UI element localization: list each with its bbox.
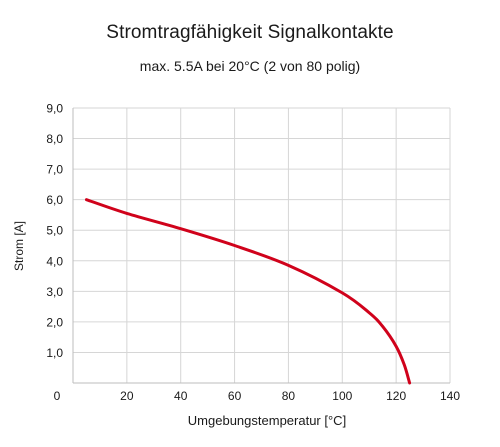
y-tick-label: 9,0 [46, 102, 63, 116]
series [84, 198, 412, 385]
x-axis-label: Umgebungstemperatur [°C] [188, 413, 346, 428]
y-tick-label: 7,0 [46, 163, 63, 177]
y-tick-label: 4,0 [46, 254, 63, 268]
chart-subtitle: max. 5.5A bei 20°C (2 von 80 polig) [139, 58, 361, 74]
y-tick-label: 2,0 [46, 315, 63, 329]
y-tick-label: 6,0 [46, 193, 63, 207]
y-tick-label: 8,0 [46, 132, 63, 146]
tick-labels: 1,0 2,0 3,0 4,0 5,0 6,0 7,0 8,0 9,0 0 20 40 60 80 100 1… [46, 102, 460, 404]
x-tick-label: 20 [120, 389, 134, 403]
y-axis-label: Strom [A] [12, 221, 26, 271]
x-tick-label: 120 [386, 389, 406, 403]
x-tick-label: 80 [282, 389, 296, 403]
x-tick-label: 100 [332, 389, 352, 403]
y-tick-label: 5,0 [46, 224, 63, 238]
chart-title: Stromtragfähigkeit Signalkontakte [106, 22, 394, 43]
series-line [84, 198, 412, 385]
x-tick-label: 0 [54, 389, 61, 403]
x-tick-label: 40 [174, 389, 188, 403]
y-tick-label: 1,0 [46, 346, 63, 360]
x-tick-label: 60 [228, 389, 242, 403]
axes [72, 108, 450, 384]
x-tick-label: 140 [440, 389, 460, 403]
y-tick-label: 3,0 [46, 285, 63, 299]
grid [73, 107, 451, 383]
